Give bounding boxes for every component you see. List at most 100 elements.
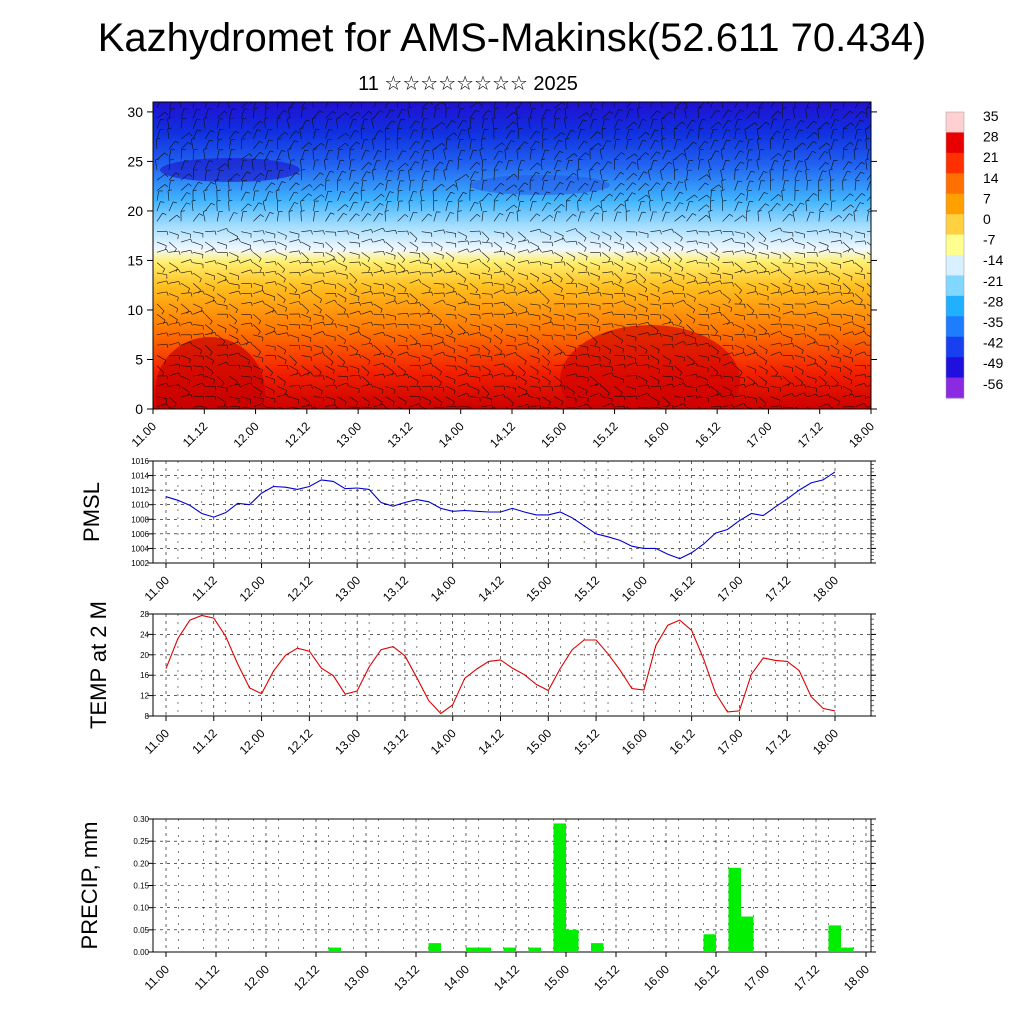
colorbar-label: -42 xyxy=(983,335,1003,351)
series-line xyxy=(165,471,836,560)
y-tick-label: 0.30 xyxy=(133,815,149,824)
colorbar-label: -49 xyxy=(983,355,1003,371)
y-tick-label: 0.25 xyxy=(133,837,149,846)
colorbar-segment xyxy=(946,275,964,297)
section-x-tick-label: 15.00 xyxy=(538,419,569,450)
colorbar-label: 0 xyxy=(983,211,991,227)
panel-frame xyxy=(152,613,872,717)
x-tick-label: 16.00 xyxy=(619,726,650,757)
colorbar-label: -21 xyxy=(983,273,1003,289)
colorbar-label: -7 xyxy=(983,232,996,248)
y-tick-label: 0.00 xyxy=(133,948,149,957)
section-y-axis: 0 5 10 15 20 25 30 xyxy=(127,104,877,417)
y-tick-label: 20 xyxy=(140,651,149,660)
precip-bar xyxy=(566,929,579,952)
x-tick-label: 11.00 xyxy=(142,726,173,757)
section-x-axis: 11.00 11.12 12.00 12.12 13.00 13.12 14.00 14.12… xyxy=(129,409,877,450)
precip-bar xyxy=(428,943,441,952)
precip-bar xyxy=(828,925,841,952)
y-axis-title: PMSL xyxy=(79,482,104,542)
colorbar-segment xyxy=(946,214,964,236)
y-axis-title: TEMP at 2 M xyxy=(86,601,111,729)
x-tick-label: 14.12 xyxy=(491,962,522,993)
colorbar-label: -14 xyxy=(983,252,1003,268)
section-warm-cores xyxy=(155,158,740,409)
y-tick-label: 1016 xyxy=(131,457,149,466)
x-tick-label: 12.00 xyxy=(237,573,268,604)
x-tick-label: 12.12 xyxy=(284,726,315,757)
wind-barbs xyxy=(155,102,871,409)
section-y-tick-label: 25 xyxy=(127,153,143,169)
precip-bar xyxy=(591,943,604,952)
precip-bar xyxy=(466,947,479,952)
temp-panel: 11.00 11.12 12.00 12.12 13.00 13.12 14.00 14.12… xyxy=(86,601,876,757)
x-tick-label: 17.00 xyxy=(741,962,772,993)
x-tick-label: 14.00 xyxy=(441,962,472,993)
x-tick-label: 16.12 xyxy=(691,962,722,993)
x-tick-label: 15.12 xyxy=(571,726,602,757)
colorbar-label: 28 xyxy=(983,129,999,145)
section-x-tick-label: 13.12 xyxy=(384,419,415,450)
x-tick-label: 13.12 xyxy=(380,573,411,604)
y-tick-label: 1006 xyxy=(131,530,149,539)
x-tick-label: 17.12 xyxy=(762,726,793,757)
precip-bar xyxy=(703,934,716,952)
colorbar-label: 35 xyxy=(983,108,999,124)
section-y-tick-label: 0 xyxy=(135,401,143,417)
y-tick-label: 12 xyxy=(140,692,149,701)
y-tick-label: 0.15 xyxy=(133,882,149,891)
precip-bar xyxy=(841,947,854,952)
section-x-tick-label: 11.12 xyxy=(180,419,211,450)
section-x-tick-label: 16.00 xyxy=(641,419,672,450)
precip-bar xyxy=(528,947,541,952)
section-x-tick-label: 14.00 xyxy=(436,419,467,450)
x-tick-label: 11.12 xyxy=(192,962,223,993)
x-tick-label: 11.00 xyxy=(142,573,173,604)
colorbar-segment xyxy=(946,112,964,133)
y-tick-label: 24 xyxy=(140,630,149,639)
x-tick-label: 16.12 xyxy=(667,573,698,604)
x-tick-label: 12.12 xyxy=(284,573,315,604)
colorbar-segment xyxy=(946,173,964,195)
section-x-tick-label: 12.00 xyxy=(231,419,262,450)
x-tick-label: 13.12 xyxy=(380,726,411,757)
x-tick-label: 13.00 xyxy=(332,726,363,757)
section-x-tick-label: 18.00 xyxy=(846,419,877,450)
section-y-tick-label: 20 xyxy=(127,203,143,219)
x-tick-label: 17.12 xyxy=(762,573,793,604)
y-tick-label: 0.05 xyxy=(133,926,149,935)
section-x-tick-label: 16.12 xyxy=(692,419,723,450)
colorbar-segment xyxy=(946,377,964,399)
x-tick-label: 13.00 xyxy=(341,962,372,993)
y-tick-label: 0.10 xyxy=(133,904,149,913)
y-tick-label: 1008 xyxy=(131,515,149,524)
colorbar-segment xyxy=(946,193,964,215)
x-tick-label: 11.00 xyxy=(142,962,173,993)
vertical-section-panel: 0 5 10 15 20 25 30 11.00 11.12 12.00 12.12 13.00 13… xyxy=(127,101,877,450)
y-tick-label: 1014 xyxy=(131,472,149,481)
y-tick-label: 16 xyxy=(140,671,149,680)
colorbar-label: -28 xyxy=(983,293,1003,309)
x-tick-label: 16.00 xyxy=(641,962,672,993)
x-tick-label: 14.12 xyxy=(475,726,506,757)
colorbar: 35 28 21 14 7 0 -7 -14 -21 -28 -35 -42 -49 -56 xyxy=(945,108,1003,399)
y-axis-title: PRECIP, mm xyxy=(77,822,102,950)
colorbar-segment xyxy=(946,316,964,338)
section-x-tick-label: 17.12 xyxy=(795,419,826,450)
colorbar-segment xyxy=(946,357,964,379)
colorbar-segment xyxy=(946,234,964,256)
x-tick-label: 18.00 xyxy=(810,726,841,757)
x-tick-label: 18.00 xyxy=(810,573,841,604)
section-y-tick-label: 5 xyxy=(135,351,143,367)
colorbar-label: -35 xyxy=(983,314,1003,330)
x-tick-label: 15.00 xyxy=(523,726,554,757)
section-x-tick-label: 12.12 xyxy=(282,419,313,450)
precip-bar xyxy=(553,823,566,952)
x-tick-label: 16.12 xyxy=(667,726,698,757)
y-tick-label: 1012 xyxy=(131,486,149,495)
panel-frame xyxy=(152,460,872,564)
x-tick-label: 14.12 xyxy=(475,573,506,604)
colorbar-segment xyxy=(946,336,964,358)
precip-bar xyxy=(503,947,516,952)
x-tick-label: 12.12 xyxy=(291,962,322,993)
